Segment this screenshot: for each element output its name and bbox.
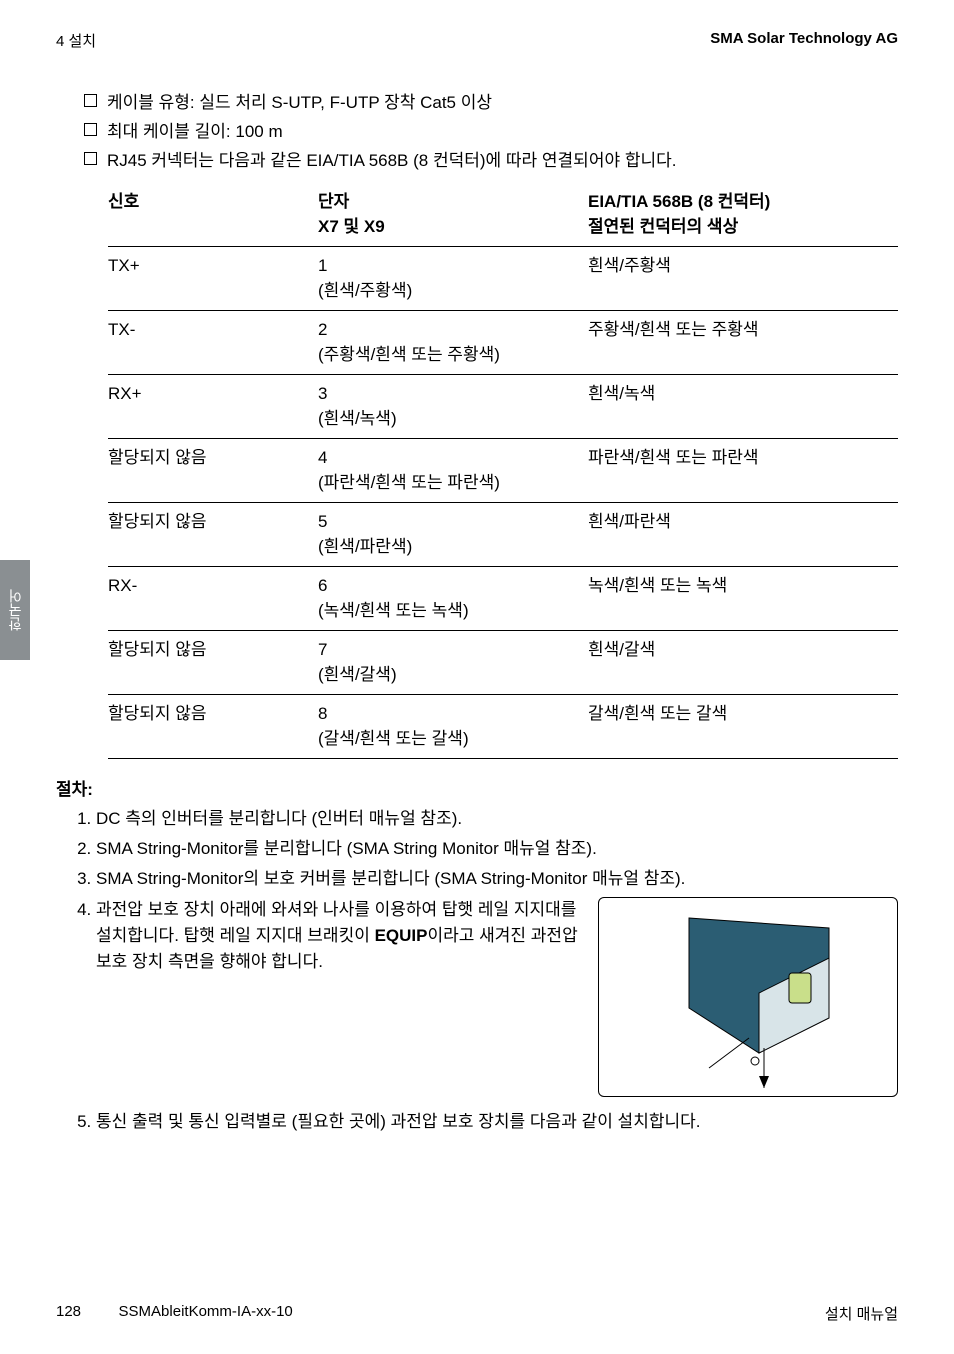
cell-signal: RX- [108, 566, 318, 630]
terminal-num: 2 [318, 320, 327, 339]
cell-signal: 할당되지 않음 [108, 502, 318, 566]
col-color-line1: EIA/TIA 568B (8 컨덕터) [588, 192, 770, 211]
cell-color: 흰색/갈색 [588, 630, 898, 694]
terminal-color: (흰색/녹색) [318, 409, 397, 428]
table-row: RX+ 3 (흰색/녹색) 흰색/녹색 [108, 374, 898, 438]
col-color-line2: 절연된 컨덕터의 색상 [588, 217, 738, 236]
cell-color: 주황색/흰색 또는 주황색 [588, 310, 898, 374]
cell-signal: 할당되지 않음 [108, 438, 318, 502]
cell-terminal: 6 (녹색/흰색 또는 녹색) [318, 566, 588, 630]
procedure-step: SMA String-Monitor를 분리합니다 (SMA String Mo… [96, 836, 898, 862]
terminal-color: (흰색/파란색) [318, 537, 412, 556]
terminal-color: (갈색/흰색 또는 갈색) [318, 729, 469, 748]
requirement-item: 최대 케이블 길이: 100 m [84, 118, 898, 145]
footer-left: 128 SSMAbleitKomm-IA-xx-10 [56, 1303, 293, 1324]
cell-color: 파란색/흰색 또는 파란색 [588, 438, 898, 502]
terminal-num: 3 [318, 384, 327, 403]
cell-terminal: 5 (흰색/파란색) [318, 502, 588, 566]
cell-signal: 할당되지 않음 [108, 630, 318, 694]
cell-terminal: 1 (흰색/주황색) [318, 246, 588, 310]
col-terminal: 단자 X7 및 X9 [318, 183, 588, 247]
cell-color: 흰색/녹색 [588, 374, 898, 438]
checkbox-icon [84, 94, 97, 107]
pinout-table: 신호 단자 X7 및 X9 EIA/TIA 568B (8 컨덕터) 절연된 컨… [108, 183, 898, 759]
doc-id: SSMAbleitKomm-IA-xx-10 [119, 1303, 293, 1320]
procedure-step: DC 측의 인버터를 분리합니다 (인버터 매뉴얼 참조). [96, 806, 898, 832]
table-row: RX- 6 (녹색/흰색 또는 녹색) 녹색/흰색 또는 녹색 [108, 566, 898, 630]
cell-color: 흰색/주황색 [588, 246, 898, 310]
page-number: 128 [56, 1303, 81, 1320]
cell-terminal: 2 (주황색/흰색 또는 주황색) [318, 310, 588, 374]
terminal-color: (주황색/흰색 또는 주황색) [318, 345, 500, 364]
cell-color: 흰색/파란색 [588, 502, 898, 566]
procedure-step: 통신 출력 및 통신 입력별로 (필요한 곳에) 과전압 보호 장치를 다음과 … [96, 1109, 898, 1135]
procedure-title: 절차: [56, 775, 898, 800]
installation-diagram [598, 897, 898, 1097]
page-footer: 128 SSMAbleitKomm-IA-xx-10 설치 매뉴얼 [56, 1303, 898, 1324]
terminal-color: (녹색/흰색 또는 녹색) [318, 601, 469, 620]
cell-terminal: 4 (파란색/흰색 또는 파란색) [318, 438, 588, 502]
table-row: 할당되지 않음 4 (파란색/흰색 또는 파란색) 파란색/흰색 또는 파란색 [108, 438, 898, 502]
terminal-color: (흰색/갈색) [318, 665, 397, 684]
requirement-item: 케이블 유형: 실드 처리 S-UTP, F-UTP 장착 Cat5 이상 [84, 89, 898, 116]
header-section: 4 설치 [56, 30, 96, 51]
checkbox-icon [84, 152, 97, 165]
requirement-item: RJ45 커넥터는 다음과 같은 EIA/TIA 568B (8 컨덕터)에 따… [84, 147, 898, 174]
col-signal: 신호 [108, 183, 318, 247]
requirements-list: 케이블 유형: 실드 처리 S-UTP, F-UTP 장착 Cat5 이상 최대… [84, 89, 898, 175]
requirement-text: 최대 케이블 길이: 100 m [107, 118, 283, 145]
terminal-color: (파란색/흰색 또는 파란색) [318, 473, 500, 492]
terminal-num: 8 [318, 704, 327, 723]
table-row: 할당되지 않음 7 (흰색/갈색) 흰색/갈색 [108, 630, 898, 694]
procedure-step: 과전압 보호 장치 아래에 와셔와 나사를 이용하여 탑햇 레일 지지대를 설치… [96, 897, 898, 1097]
col-color: EIA/TIA 568B (8 컨덕터) 절연된 컨덕터의 색상 [588, 183, 898, 247]
terminal-num: 6 [318, 576, 327, 595]
language-tab: 한국어 [0, 560, 30, 660]
table-row: 할당되지 않음 8 (갈색/흰색 또는 갈색) 갈색/흰색 또는 갈색 [108, 694, 898, 758]
step4-text: 과전압 보호 장치 아래에 와셔와 나사를 이용하여 탑햇 레일 지지대를 설치… [96, 897, 582, 976]
cell-terminal: 7 (흰색/갈색) [318, 630, 588, 694]
cell-color: 녹색/흰색 또는 녹색 [588, 566, 898, 630]
cell-signal: TX+ [108, 246, 318, 310]
page-header: 4 설치 SMA Solar Technology AG [56, 30, 898, 51]
procedure-step: SMA String-Monitor의 보호 커버를 분리합니다 (SMA St… [96, 866, 898, 892]
table-row: TX+ 1 (흰색/주황색) 흰색/주황색 [108, 246, 898, 310]
table-row: TX- 2 (주황색/흰색 또는 주황색) 주황색/흰색 또는 주황색 [108, 310, 898, 374]
terminal-num: 7 [318, 640, 327, 659]
cell-terminal: 8 (갈색/흰색 또는 갈색) [318, 694, 588, 758]
col-terminal-line1: 단자 [318, 192, 349, 211]
checkbox-icon [84, 123, 97, 136]
requirement-text: RJ45 커넥터는 다음과 같은 EIA/TIA 568B (8 컨덕터)에 따… [107, 147, 676, 174]
footer-right: 설치 매뉴얼 [825, 1303, 898, 1324]
terminal-num: 1 [318, 256, 327, 275]
step4-bold: EQUIP [375, 926, 428, 945]
table-header-row: 신호 단자 X7 및 X9 EIA/TIA 568B (8 컨덕터) 절연된 컨… [108, 183, 898, 247]
table-row: 할당되지 않음 5 (흰색/파란색) 흰색/파란색 [108, 502, 898, 566]
col-terminal-line2: X7 및 X9 [318, 217, 385, 236]
cell-signal: 할당되지 않음 [108, 694, 318, 758]
header-company: SMA Solar Technology AG [710, 30, 898, 51]
terminal-color: (흰색/주황색) [318, 281, 412, 300]
terminal-num: 5 [318, 512, 327, 531]
cell-signal: TX- [108, 310, 318, 374]
cell-signal: RX+ [108, 374, 318, 438]
terminal-num: 4 [318, 448, 327, 467]
requirement-text: 케이블 유형: 실드 처리 S-UTP, F-UTP 장착 Cat5 이상 [107, 89, 492, 116]
cell-color: 갈색/흰색 또는 갈색 [588, 694, 898, 758]
cell-terminal: 3 (흰색/녹색) [318, 374, 588, 438]
procedure-list: DC 측의 인버터를 분리합니다 (인버터 매뉴얼 참조). SMA Strin… [96, 806, 898, 1135]
